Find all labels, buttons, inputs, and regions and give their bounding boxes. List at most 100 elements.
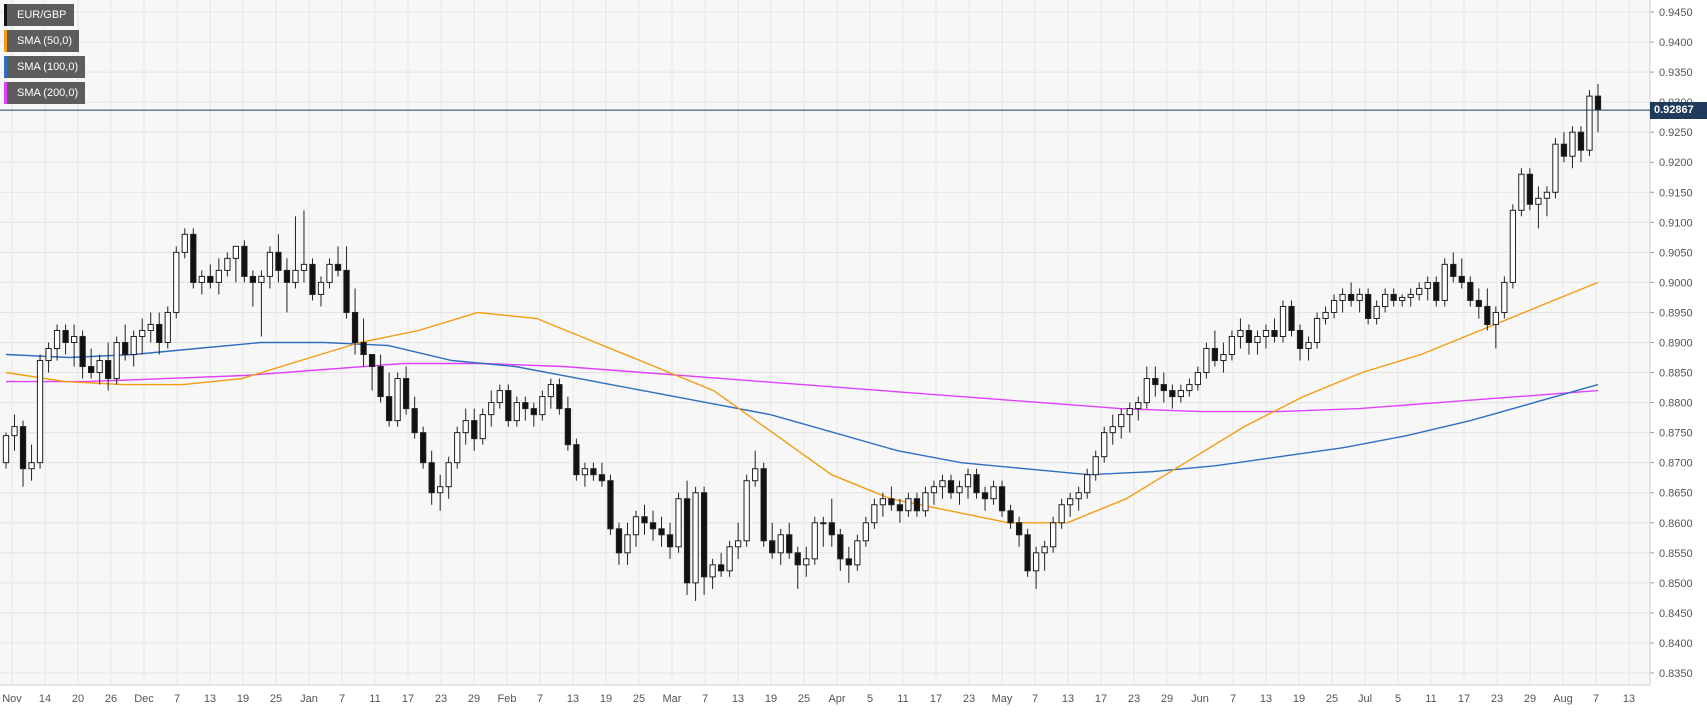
candle-body	[266, 251, 274, 277]
candle-body	[445, 462, 452, 488]
candle-body	[1169, 390, 1176, 398]
candle-body	[1543, 191, 1551, 199]
legend-item-eurgbp[interactable]: EUR/GBP	[4, 4, 74, 26]
candle-body	[556, 384, 563, 410]
candle-body	[981, 492, 989, 500]
x-tick-label: 25	[798, 693, 810, 705]
candle-body	[624, 534, 631, 554]
y-tick-label: 0.8800	[1659, 398, 1693, 410]
candle-body	[147, 323, 154, 331]
x-tick-label: 23	[963, 693, 975, 705]
x-tick-label: 13	[1062, 693, 1074, 705]
candle-body	[837, 534, 844, 560]
y-tick-label: 0.8900	[1659, 338, 1693, 350]
candle-body	[1594, 95, 1602, 111]
candle-body	[1339, 293, 1346, 301]
candle-body	[1118, 414, 1125, 428]
candle-body	[641, 516, 648, 524]
x-tick-label: Dec	[134, 693, 154, 705]
y-tick-label: 0.9050	[1659, 247, 1693, 259]
x-tick-label: 19	[600, 693, 612, 705]
x-tick-label: 29	[1524, 693, 1536, 705]
legend-swatch-eurgbp	[4, 4, 7, 26]
x-tick-label: 26	[105, 693, 117, 705]
x-tick-label: Feb	[498, 693, 517, 705]
x-tick-label: Mar	[663, 693, 682, 705]
candle-body	[1237, 329, 1244, 337]
legend-label: EUR/GBP	[17, 9, 67, 21]
x-axis: Nov 14 20 26 Dec 7 13 19 25 Jan 7 11 17 23 29 Feb 7 13 19 2…	[0, 684, 1650, 705]
candle-body	[377, 366, 384, 398]
candle-body	[1015, 522, 1023, 536]
candle-body	[105, 360, 112, 380]
candle-body	[811, 522, 818, 560]
candle-body	[1084, 474, 1091, 494]
candle-body	[1007, 510, 1014, 524]
candle-body	[692, 492, 699, 584]
candle-body	[360, 342, 367, 356]
sma100-line	[5, 341, 1599, 476]
candle-body	[454, 432, 461, 464]
legend-item-sma200[interactable]: SMA (200,0)	[4, 82, 86, 104]
candle-body	[1518, 173, 1525, 211]
candle-body	[1356, 293, 1363, 301]
legend-item-sma100[interactable]: SMA (100,0)	[4, 56, 86, 78]
y-tick-label: 0.9350	[1659, 67, 1693, 79]
candle-body	[998, 486, 1006, 512]
y-tick-label: 0.8750	[1659, 428, 1693, 440]
candle-body	[1492, 311, 1499, 325]
candle-body	[334, 263, 342, 271]
candle-body	[913, 498, 921, 512]
x-tick-label: 13	[204, 693, 216, 705]
candle-body	[1152, 378, 1159, 386]
candle-body	[139, 329, 146, 337]
x-tick-label: May	[992, 693, 1013, 705]
candle-body	[1433, 281, 1440, 301]
candle-body	[547, 384, 554, 398]
candle-body	[1160, 384, 1167, 392]
candle-body	[1552, 143, 1559, 193]
candle-body	[564, 408, 572, 446]
candle-body	[607, 480, 614, 530]
candle-body	[632, 516, 640, 536]
y-tick-label: 0.8650	[1659, 488, 1693, 500]
candle-body	[726, 546, 733, 572]
x-tick-label: 7	[1230, 693, 1236, 705]
candle-body	[505, 390, 512, 422]
y-tick-label: 0.9450	[1659, 7, 1693, 19]
grid-lines	[0, 0, 1650, 685]
x-tick-label: Nov	[2, 693, 22, 705]
candle-body	[343, 269, 350, 313]
candle-body	[615, 528, 623, 554]
candle-body	[760, 468, 767, 542]
candle-body	[1322, 311, 1329, 319]
candle-body	[300, 263, 308, 271]
sma200-line	[6, 362, 1599, 413]
x-tick-label: 11	[369, 693, 380, 705]
candle-body	[752, 468, 759, 482]
candle-body	[1075, 492, 1082, 500]
candle-body	[1296, 329, 1304, 350]
candle-body	[309, 263, 316, 295]
legend-swatch-sma50	[4, 30, 7, 52]
candle-body	[70, 335, 78, 344]
candle-body	[939, 480, 946, 488]
x-tick-label: 11	[897, 693, 908, 705]
candle-body	[581, 468, 589, 476]
candle-body	[1254, 335, 1261, 344]
x-tick-label: 13	[1260, 693, 1272, 705]
candle-body	[964, 474, 972, 488]
x-tick-label: 20	[72, 693, 84, 705]
candle-body	[700, 492, 708, 578]
x-tick-label: Aug	[1553, 693, 1573, 705]
candle-body	[249, 275, 257, 283]
candle-body	[803, 558, 810, 566]
candle-body	[1228, 335, 1236, 356]
candle-body	[1373, 305, 1380, 319]
candle-body	[649, 522, 657, 530]
xaxis-background	[0, 685, 1707, 712]
legend-item-sma50[interactable]: SMA (50,0)	[4, 30, 80, 52]
candle-body	[53, 329, 61, 350]
candle-body	[241, 245, 248, 277]
x-tick-label: Apr	[828, 693, 845, 705]
